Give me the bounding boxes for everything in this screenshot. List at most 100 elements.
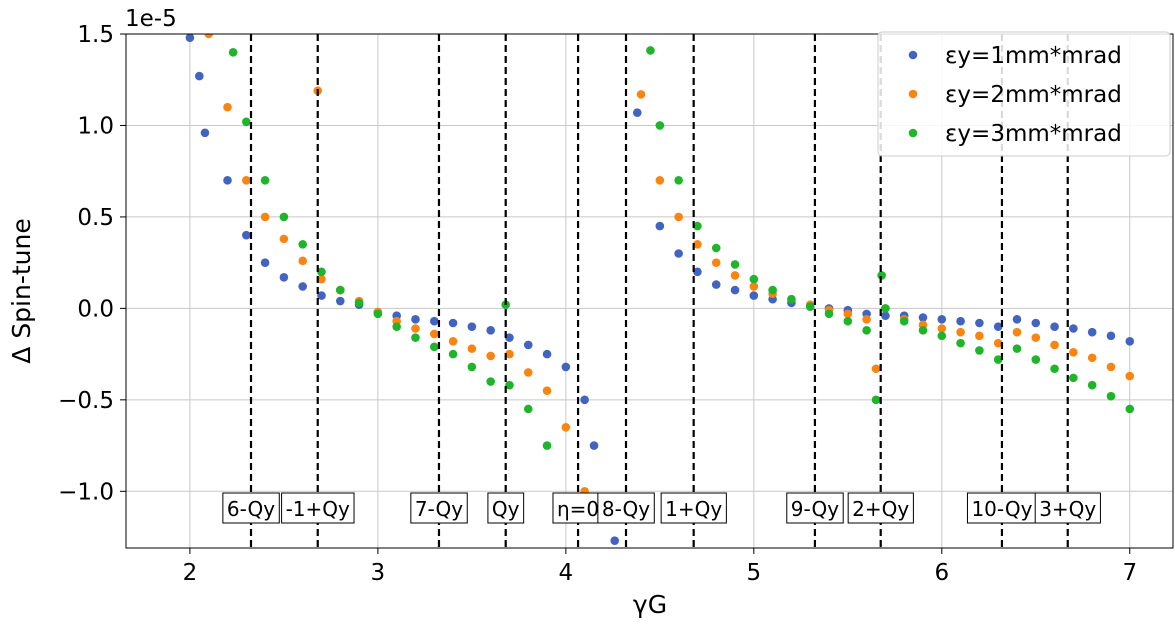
point xyxy=(937,324,947,333)
point xyxy=(805,302,815,311)
point xyxy=(655,221,665,231)
point xyxy=(881,304,890,313)
point xyxy=(298,282,307,291)
point xyxy=(317,267,326,277)
annotation-label: 9-Qy xyxy=(791,497,839,521)
point xyxy=(881,311,890,320)
point xyxy=(1069,373,1078,383)
point xyxy=(655,176,665,185)
point xyxy=(228,47,238,57)
point xyxy=(580,395,589,405)
point xyxy=(674,176,683,185)
point xyxy=(260,212,270,222)
point xyxy=(862,326,871,335)
point xyxy=(317,274,326,284)
point xyxy=(956,327,965,337)
point xyxy=(899,316,909,326)
annotation-label: 2+Qy xyxy=(852,497,909,521)
point xyxy=(505,349,514,359)
point xyxy=(1012,344,1022,353)
point xyxy=(242,117,251,127)
point xyxy=(862,315,871,324)
point xyxy=(279,234,289,244)
annotation-box xyxy=(597,492,655,524)
point xyxy=(674,212,683,222)
x-tick-label: 4 xyxy=(559,560,574,586)
point xyxy=(937,331,947,341)
point xyxy=(335,296,345,306)
point xyxy=(1050,322,1059,331)
legend-marker xyxy=(908,89,918,99)
point xyxy=(279,272,289,282)
point xyxy=(956,316,965,326)
legend-marker xyxy=(908,50,918,60)
legend-marker xyxy=(908,128,918,138)
annotation-box xyxy=(410,492,468,524)
legend: εy=1mm*mrad εy=2mm*mrad εy=3mm*mrad xyxy=(877,31,1171,157)
point xyxy=(317,291,326,300)
point xyxy=(1031,333,1041,342)
point xyxy=(711,243,721,253)
point xyxy=(1125,404,1135,414)
point xyxy=(993,338,1003,348)
point xyxy=(843,309,853,319)
point xyxy=(486,377,495,386)
point xyxy=(655,121,665,130)
point xyxy=(843,316,853,326)
y-tick-label: 1.0 xyxy=(77,113,114,139)
point xyxy=(279,212,289,222)
point xyxy=(589,441,599,450)
point xyxy=(542,386,552,395)
point xyxy=(1125,337,1135,346)
point xyxy=(523,368,533,377)
point xyxy=(749,291,759,300)
point xyxy=(918,313,928,322)
x-tick-label: 6 xyxy=(934,560,949,586)
y-tick-label: 1.5 xyxy=(77,22,114,48)
annotation-label: -1+Qy xyxy=(286,497,350,521)
point xyxy=(937,315,947,324)
x-tick-label: 5 xyxy=(747,560,762,586)
y-tick-label: 0.0 xyxy=(77,296,114,322)
point xyxy=(711,258,721,267)
point xyxy=(749,282,759,291)
point xyxy=(467,362,477,372)
point xyxy=(1012,315,1022,324)
annotation-box xyxy=(487,492,525,524)
point xyxy=(185,34,195,42)
y-tick-label: −1.0 xyxy=(58,479,114,505)
point xyxy=(260,176,270,185)
point xyxy=(1050,340,1059,350)
point xyxy=(730,285,740,295)
legend-label: εy=1mm*mrad xyxy=(945,43,1122,69)
point xyxy=(693,240,702,249)
point xyxy=(610,536,620,545)
plot-area xyxy=(185,34,1135,545)
legend-label: εy=3mm*mrad xyxy=(945,121,1122,147)
point xyxy=(486,326,495,335)
point xyxy=(373,309,383,319)
point xyxy=(354,298,364,308)
point xyxy=(636,90,646,99)
point xyxy=(711,280,721,289)
point xyxy=(693,221,702,231)
point xyxy=(993,322,1003,331)
point xyxy=(787,294,796,304)
point xyxy=(1031,318,1041,328)
annotation: 2+Qy xyxy=(847,492,914,524)
annotation-box xyxy=(847,492,914,524)
x-tick-label: 3 xyxy=(371,560,386,586)
point xyxy=(561,362,571,372)
annotation-label: η=0 xyxy=(557,497,599,521)
point xyxy=(542,349,552,359)
point xyxy=(1125,371,1135,381)
point xyxy=(429,342,439,352)
point xyxy=(448,349,458,359)
point xyxy=(223,176,232,185)
point xyxy=(1012,327,1022,337)
annotation: 8-Qy xyxy=(597,492,655,524)
point xyxy=(392,322,401,331)
point xyxy=(448,337,458,346)
annotation: 10-Qy xyxy=(966,492,1038,524)
annotation-label: Qy xyxy=(492,497,520,521)
